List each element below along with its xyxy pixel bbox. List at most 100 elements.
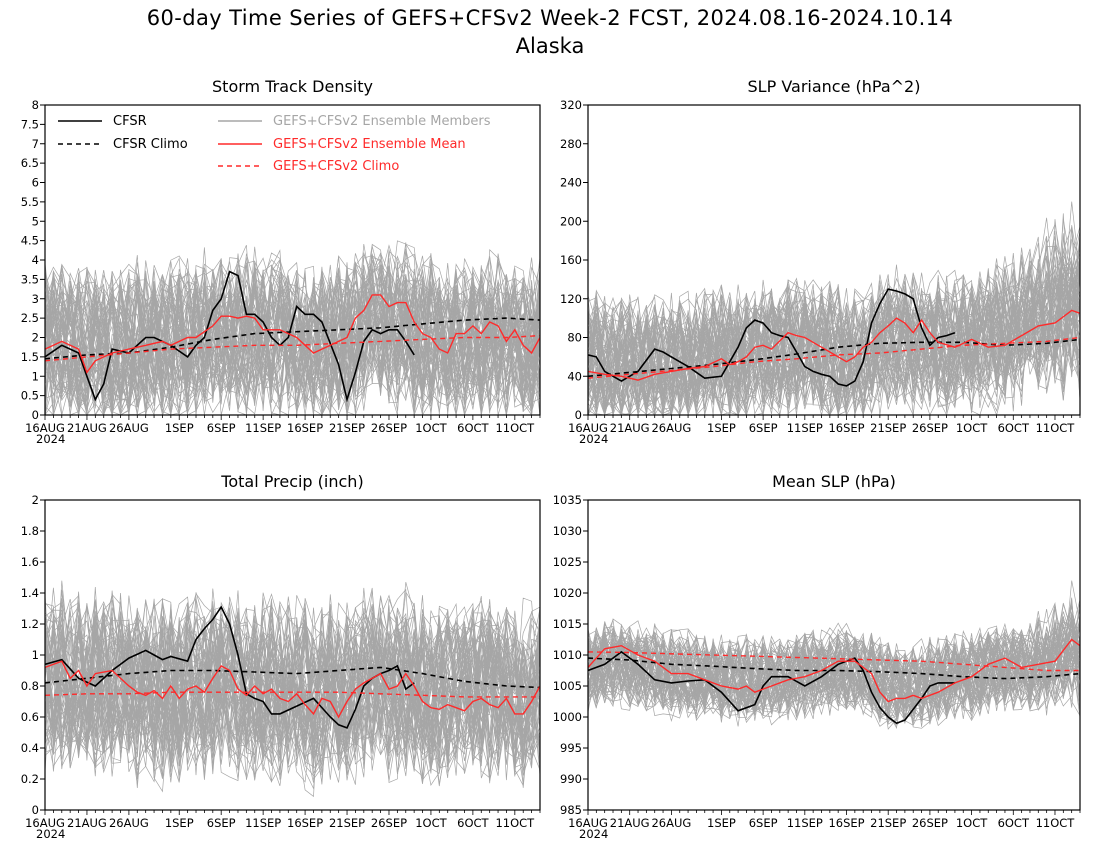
storm-track-density-cfsr-line [45,270,415,403]
mean-slp-ytick-label: 1015 [553,617,582,631]
total-precip-member-line [45,630,540,781]
slp-variance-ytick-label: 80 [567,331,582,345]
mean-slp-xtick-label: 26AUG [651,816,691,830]
mean-slp-ytick-label: 995 [560,741,582,755]
storm-track-density-title: Storm Track Density [212,77,373,96]
storm-track-density-ytick-label: 3.5 [21,272,39,286]
mean-slp-cfsr-line [588,650,955,725]
slp-variance-member-line [588,219,1080,381]
total-precip-xtick-label: 1OCT [415,816,447,830]
slp-variance-ytick-label: 200 [560,214,582,228]
total-precip-xtick-label: 6OCT [457,816,489,830]
storm-track-density-ytick-label: 4.5 [21,234,39,248]
title-block: 60-day Time Series of GEFS+CFSv2 Week-2 … [0,4,1100,60]
mean-slp-ytick-label: 1010 [553,648,582,662]
mean-slp-member-line [588,641,1080,729]
legend-climo-label: GEFS+CFSv2 Climo [273,159,399,174]
storm-track-density-xtick-label: 16AUG [25,421,65,435]
storm-track-density-member-line [45,250,540,397]
total-precip-xtick-label: 1SEP [165,816,194,830]
storm-track-density-ytick-label: 2 [32,331,39,345]
storm-track-density-ytick-label: 6 [32,176,39,190]
total-precip-member-line [45,624,540,783]
total-precip-xtick-label: 11SEP [245,816,281,830]
total-precip-ytick-label: 0 [32,803,39,817]
storm-track-density-xtick-label: 6OCT [457,421,489,435]
storm-track-density-xtick-label: 11OCT [495,421,535,435]
slp-variance-member-line [588,261,1080,415]
legend-cfsr-label: CFSR [113,114,147,129]
mean-slp-title: Mean SLP (hPa) [772,472,896,491]
slp-variance-member-line [588,223,1080,406]
mean-slp-ytick-label: 1035 [553,493,582,507]
mean-slp-member-line [588,622,1080,726]
storm-track-density-xtick-label: 1SEP [165,421,194,435]
storm-track-density-member-line [45,293,540,415]
mean-slp-member-line [588,611,1080,710]
mean-slp-ensemble-members [588,580,1080,730]
slp-variance-xtick-label: 21SEP [870,421,906,435]
slp-variance-member-line [588,234,1080,415]
mean-slp-xtick-label: 11SEP [787,816,823,830]
mean-slp-xtick-label: 11OCT [1036,816,1076,830]
total-precip-ytick-label: 0.2 [21,772,39,786]
mean-slp-member-line [588,617,1080,711]
storm-track-density-member-line [45,261,540,415]
mean-slp-xtick-label: 16SEP [828,816,864,830]
total-precip-ytick-label: 0.4 [21,741,39,755]
storm-track-density-ytick-label: 1.5 [21,350,39,364]
storm-track-density-member-line [45,279,540,415]
storm-track-density-ytick-label: 5 [32,214,39,228]
slp-variance-ytick-label: 280 [560,137,582,151]
storm-track-density-climo-line [45,334,540,362]
mean-slp-xtick-label: 21AUG [610,816,650,830]
mean-slp-ytick-label: 1030 [553,524,582,538]
slp-variance-member-line [588,248,1080,415]
mean-slp-ytick-label: 1000 [553,710,582,724]
slp-variance-xtick-label: 16AUG [568,421,608,435]
slp-variance-xtick-label: 21AUG [610,421,650,435]
total-precip-member-line [45,598,540,754]
total-precip-ytick-label: 1.2 [21,617,39,631]
storm-track-density-member-line [45,284,540,415]
storm-track-density-member-line [45,268,540,415]
slp-variance-ytick-label: 40 [567,369,582,383]
storm-track-density-member-line [45,271,540,415]
slp-variance-climo-line [588,336,1080,379]
mean-slp-ytick-label: 990 [560,772,582,786]
storm-track-density-panel: Storm Track Density 0 0.5 1 1.5 2 2.5 3 3.5 4 4.5 5… [21,77,541,446]
slp-variance-ytick-label: 120 [560,292,582,306]
mean-slp-xtick-label: 21SEP [870,816,906,830]
total-precip-ytick-label: 0.6 [21,710,39,724]
mean-slp-year-label: 2024 [579,827,608,841]
slp-variance-member-line [588,261,1080,407]
mean-slp-mean-line [588,638,1080,703]
chart-legend: CFSR CFSR Climo GEFS+CFSv2 Ensemble Member… [58,114,491,174]
mean-slp-ytick-label: 1025 [553,555,582,569]
slp-variance-cfsr-line [588,288,956,387]
storm-track-density-ytick-label: 1 [32,369,39,383]
total-precip-ytick-label: 1 [32,648,39,662]
slp-variance-title: SLP Variance (hPa^2) [748,77,921,96]
storm-track-density-xtick-label: 26SEP [371,421,407,435]
slp-variance-xtick-label: 6OCT [998,421,1030,435]
total-precip-climo-line [45,691,540,698]
total-precip-title: Total Precip (inch) [220,472,363,491]
storm-track-density-ytick-label: 6.5 [21,156,39,170]
total-precip-year-label: 2024 [36,827,65,841]
storm-track-density-ytick-label: 2.5 [21,311,39,325]
storm-track-density-xtick-label: 16SEP [287,421,323,435]
storm-track-density-xtick-label: 6SEP [207,421,236,435]
slp-variance-xtick-label: 6SEP [749,421,778,435]
total-precip-ytick-label: 1.4 [21,586,39,600]
mean-slp-member-line [588,628,1080,716]
slp-variance-member-line [588,201,1080,402]
total-precip-xtick-label: 26SEP [371,816,407,830]
mean-slp-ytick-label: 985 [560,803,582,817]
mean-slp-xtick-label: 6SEP [749,816,778,830]
total-precip-member-line [45,603,540,766]
total-precip-ytick-label: 2 [32,493,39,507]
slp-variance-ytick-label: 0 [575,408,582,422]
mean-slp-xtick-label: 26SEP [912,816,948,830]
slp-variance-xtick-label: 26SEP [912,421,948,435]
